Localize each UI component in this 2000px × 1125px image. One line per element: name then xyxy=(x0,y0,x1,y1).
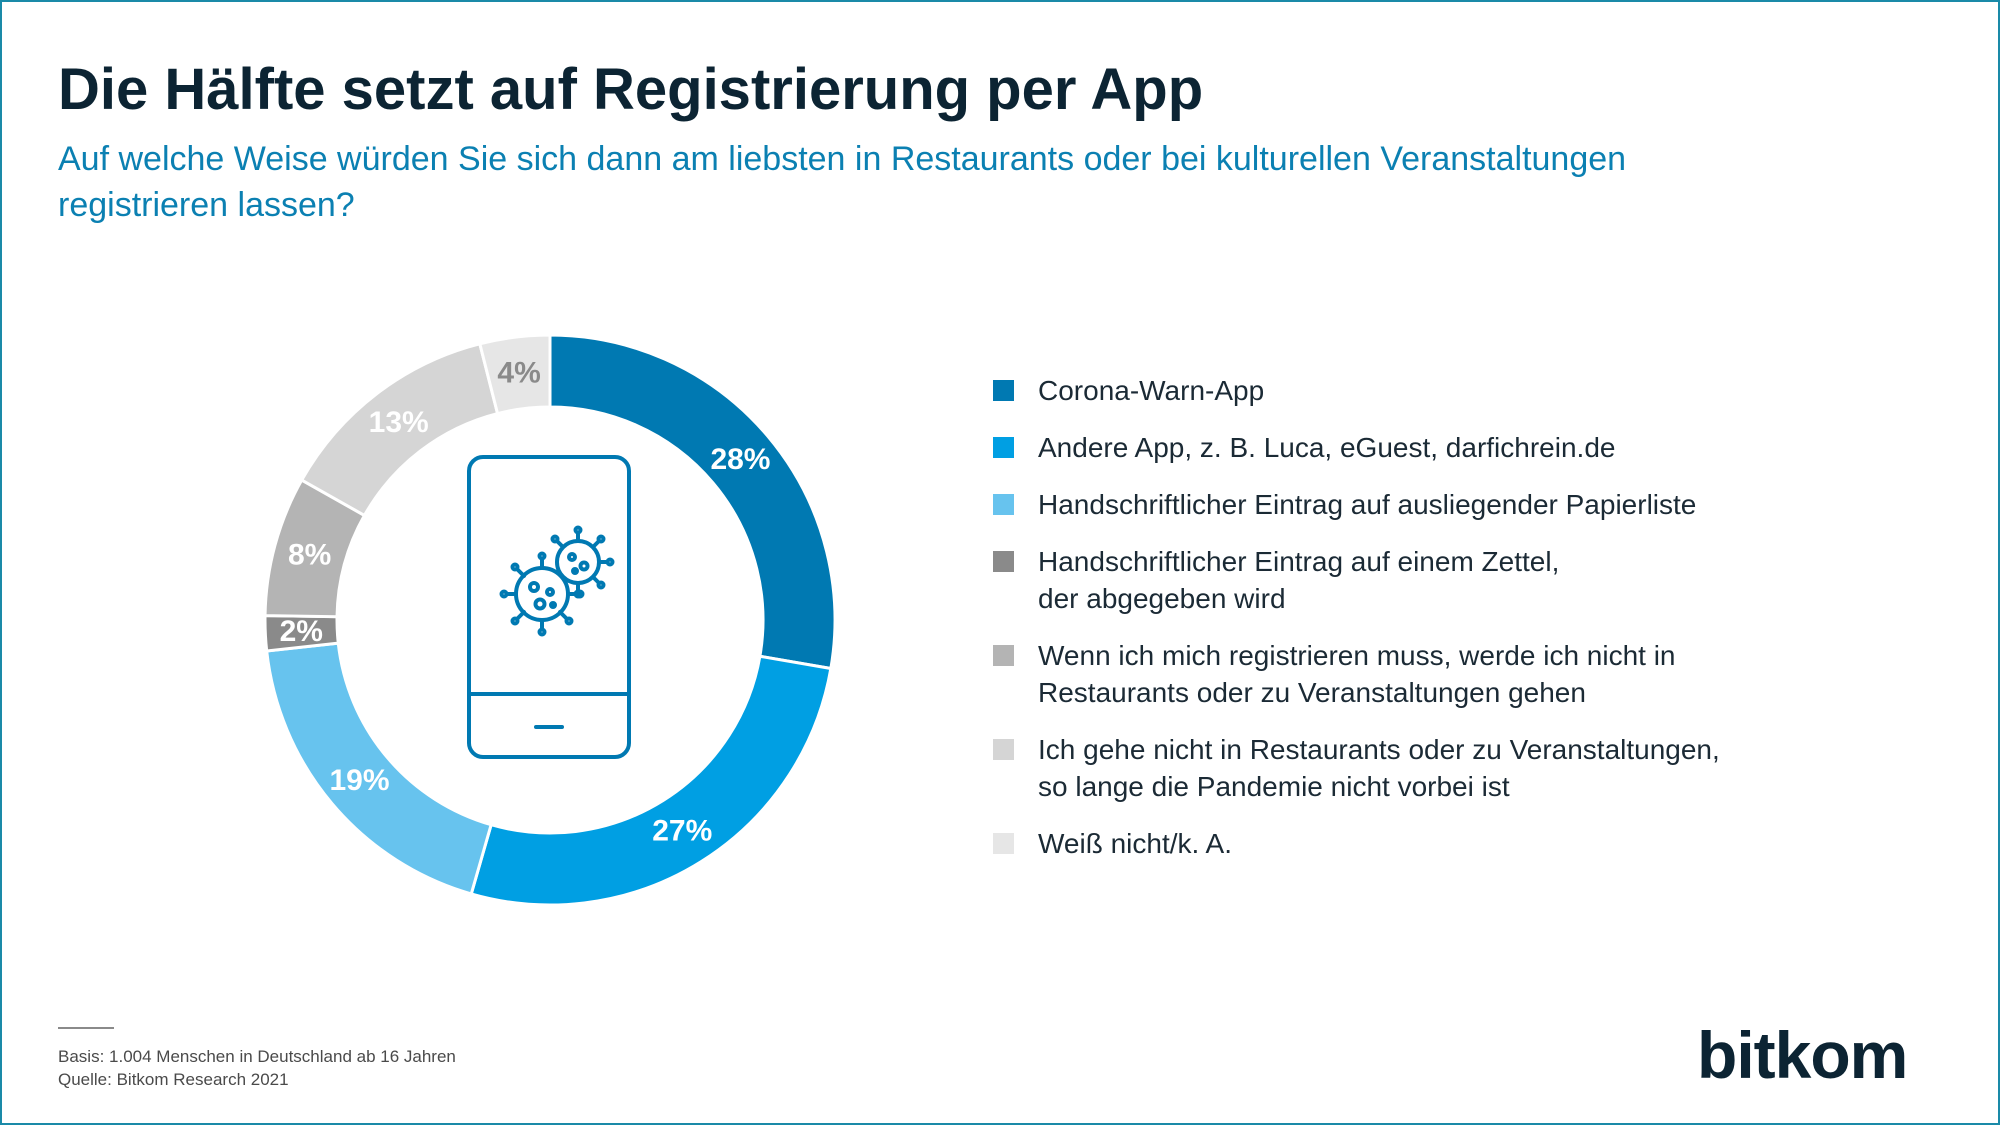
footer-divider xyxy=(58,1027,114,1029)
legend-item: Weiß nicht/k. A. xyxy=(993,825,1893,862)
slice-value-label: 8% xyxy=(288,538,331,571)
legend-swatch xyxy=(993,551,1014,572)
legend-label: Ich gehe nicht in Restaurants oder zu Ve… xyxy=(1038,734,1720,802)
donut-slice xyxy=(548,333,837,671)
donut-slice xyxy=(469,654,833,907)
legend-label: Handschriftlicher Eintrag auf ausliegend… xyxy=(1038,489,1697,520)
legend-swatch xyxy=(993,833,1014,854)
footer-notes: Basis: 1.004 Menschen in Deutschland ab … xyxy=(58,1045,456,1091)
slice-value-label: 19% xyxy=(330,764,390,797)
legend-swatch xyxy=(993,645,1014,666)
legend-item: Handschriftlicher Eintrag auf einem Zett… xyxy=(993,543,1893,617)
basis-note: Basis: 1.004 Menschen in Deutschland ab … xyxy=(58,1047,456,1066)
source-note: Quelle: Bitkom Research 2021 xyxy=(58,1070,289,1089)
legend-label: Corona-Warn-App xyxy=(1038,375,1265,406)
legend-item: Andere App, z. B. Luca, eGuest, darfichr… xyxy=(993,429,1893,466)
donut-chart: 28% 27% 19% 2% 8% 13% 4% xyxy=(263,333,837,907)
legend-item: Ich gehe nicht in Restaurants oder zu Ve… xyxy=(993,731,1893,805)
legend-swatch xyxy=(993,380,1014,401)
legend-label: Wenn ich mich registrieren muss, werde i… xyxy=(1038,640,1676,708)
legend-label: Weiß nicht/k. A. xyxy=(1038,828,1232,859)
page-subtitle: Auf welche Weise würden Sie sich dann am… xyxy=(58,140,1627,224)
slice-value-label: 13% xyxy=(369,406,429,439)
slice-value-label: 2% xyxy=(280,615,323,648)
page-title: Die Hälfte setzt auf Registrierung per A… xyxy=(58,57,1204,122)
slice-value-label: 4% xyxy=(497,356,540,389)
legend-swatch xyxy=(993,739,1014,760)
legend-item: Handschriftlicher Eintrag auf ausliegend… xyxy=(993,486,1893,523)
slice-value-label: 27% xyxy=(652,814,712,847)
slice-value-label: 28% xyxy=(710,443,770,476)
legend-swatch xyxy=(993,437,1014,458)
chart-legend: Corona-Warn-App Andere App, z. B. Luca, e… xyxy=(993,372,1893,882)
bitkom-logo: bitkom xyxy=(1697,1018,1908,1092)
legend-swatch xyxy=(993,494,1014,515)
donut-slice xyxy=(477,333,552,416)
legend-item: Wenn ich mich registrieren muss, werde i… xyxy=(993,637,1893,711)
smartphone-virus-icon xyxy=(467,455,631,759)
legend-label: Andere App, z. B. Luca, eGuest, darfichr… xyxy=(1038,432,1616,463)
legend-item: Corona-Warn-App xyxy=(993,372,1893,409)
legend-label: Handschriftlicher Eintrag auf einem Zett… xyxy=(1038,546,1560,614)
